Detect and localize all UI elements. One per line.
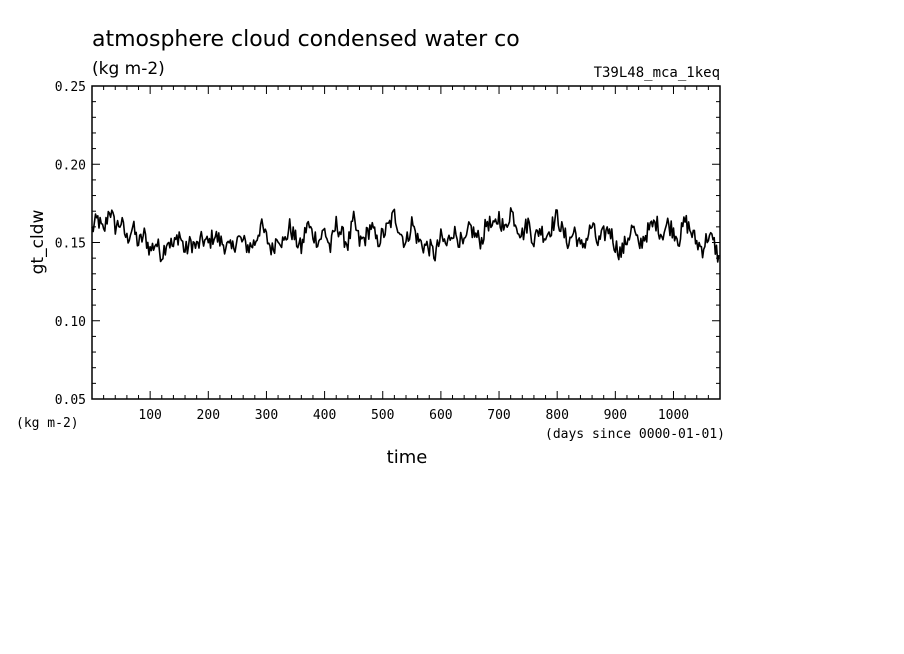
y-axis-label: gt_cldw — [28, 210, 48, 275]
x-tick-label: 400 — [313, 408, 336, 423]
x-tick-label: 900 — [604, 408, 627, 423]
run-label: T39L48_mca_1keq — [594, 65, 720, 81]
y-tick-label: 0.25 — [55, 80, 86, 95]
x-tick-label: 600 — [429, 408, 452, 423]
x-axis-label: time — [387, 447, 428, 468]
x-tick-label: 300 — [255, 408, 278, 423]
chart-units: (kg m-2) — [92, 59, 165, 79]
x-tick-label: 500 — [371, 408, 394, 423]
x-tick-label: 700 — [487, 408, 510, 423]
y-tick-label: 0.05 — [55, 393, 86, 408]
y-tick-label: 0.10 — [55, 315, 86, 330]
y-axis: 0.05 0.10 0.15 0.20 0.25 — [55, 80, 720, 408]
y-units-label: (kg m-2) — [16, 416, 79, 431]
x-tick-label: 100 — [138, 408, 161, 423]
y-tick-label: 0.20 — [55, 158, 86, 173]
chart-title: atmosphere cloud condensed water co — [92, 27, 520, 52]
x-tick-label: 1000 — [658, 408, 689, 423]
y-tick-label: 0.15 — [55, 237, 86, 252]
series-line-gt-cldw — [92, 208, 719, 262]
x-units-label: (days since 0000-01-01) — [545, 427, 725, 442]
x-tick-label: 800 — [545, 408, 568, 423]
chart: atmosphere cloud condensed water co (kg … — [0, 0, 904, 654]
x-axis: 100 200 300 400 500 600 700 800 900 1000 — [138, 86, 689, 423]
x-tick-label: 200 — [197, 408, 220, 423]
